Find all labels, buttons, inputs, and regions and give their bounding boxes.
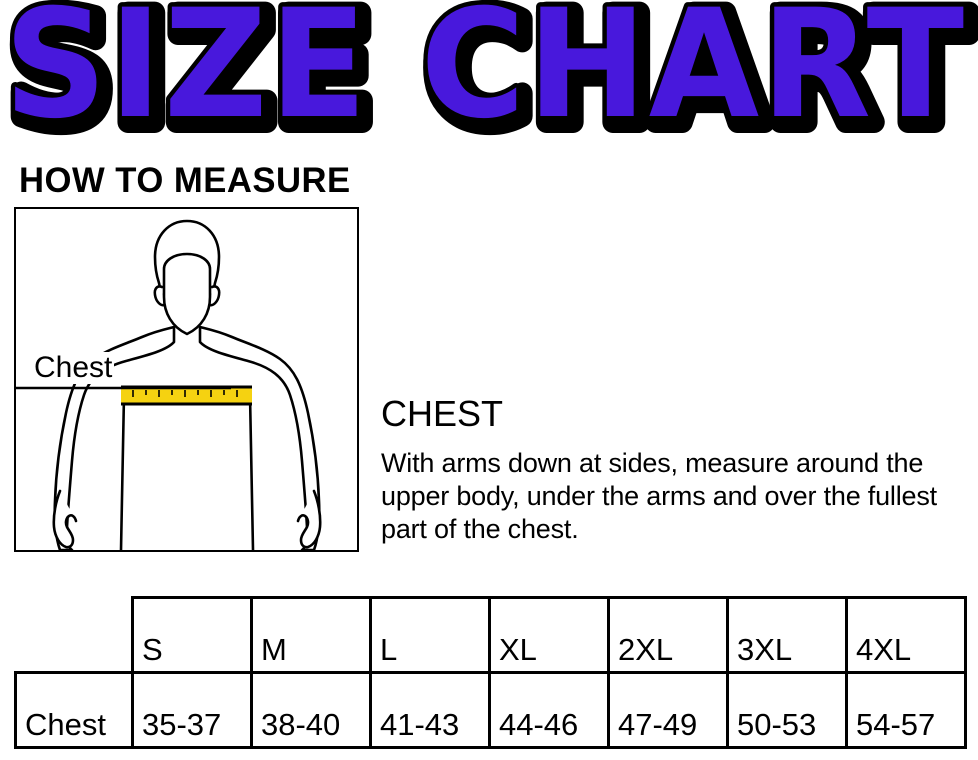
chest-description-block: CHEST With arms down at sides, measure a… — [381, 395, 971, 546]
right-ear — [208, 285, 221, 307]
table-header-size-s: S — [131, 596, 253, 674]
torso-left-side — [119, 393, 126, 550]
table-header-row: S M L XL 2XL 3XL 4XL — [15, 596, 967, 674]
how-to-measure-heading: HOW TO MEASURE — [19, 161, 351, 200]
table-header-size-xl: XL — [488, 596, 610, 674]
table-row-label-chest: Chest — [14, 671, 134, 749]
table-cell-chest-xl: 44-46 — [488, 671, 610, 749]
male-torso-figure — [52, 219, 322, 550]
title-fill-text: SIZE CHART — [4, 0, 966, 152]
left-hand — [52, 489, 78, 549]
title-shadow-text: SIZE CHART — [10, 0, 972, 152]
right-body-and-arm — [198, 325, 321, 550]
title-artwork: SIZE CHART SIZE CHART — [0, 0, 978, 152]
table-header-size-4xl: 4XL — [845, 596, 967, 674]
table-row-chest: Chest 35-37 38-40 41-43 44-46 47-49 50-5… — [14, 671, 967, 749]
table-cell-chest-3xl: 50-53 — [726, 671, 848, 749]
measurement-illustration-frame — [14, 207, 359, 552]
table-header-size-2xl: 2XL — [607, 596, 729, 674]
table-cell-chest-m: 38-40 — [250, 671, 372, 749]
table-cell-chest-l: 41-43 — [369, 671, 491, 749]
table-header-size-m: M — [250, 596, 372, 674]
table-cell-chest-s: 35-37 — [131, 671, 253, 749]
table-cell-chest-2xl: 47-49 — [607, 671, 729, 749]
page-title: SIZE CHART SIZE CHART — [0, 0, 978, 152]
size-chart-table: S M L XL 2XL 3XL 4XL Chest 35-37 38-40 4… — [14, 596, 967, 749]
tape-ticks — [132, 390, 238, 397]
torso-right-side — [248, 393, 255, 550]
chest-description-body: With arms down at sides, measure around … — [381, 448, 937, 544]
table-cell-chest-4xl: 54-57 — [845, 671, 967, 749]
measuring-tape — [121, 385, 252, 406]
face-shape — [162, 252, 212, 336]
tape-band — [121, 387, 252, 404]
left-ear — [153, 285, 166, 307]
right-hand — [296, 489, 322, 549]
chest-description-heading: CHEST — [381, 393, 504, 434]
table-corner-blank — [15, 597, 133, 673]
table-header-size-3xl: 3XL — [726, 596, 848, 674]
table-header-size-l: L — [369, 596, 491, 674]
